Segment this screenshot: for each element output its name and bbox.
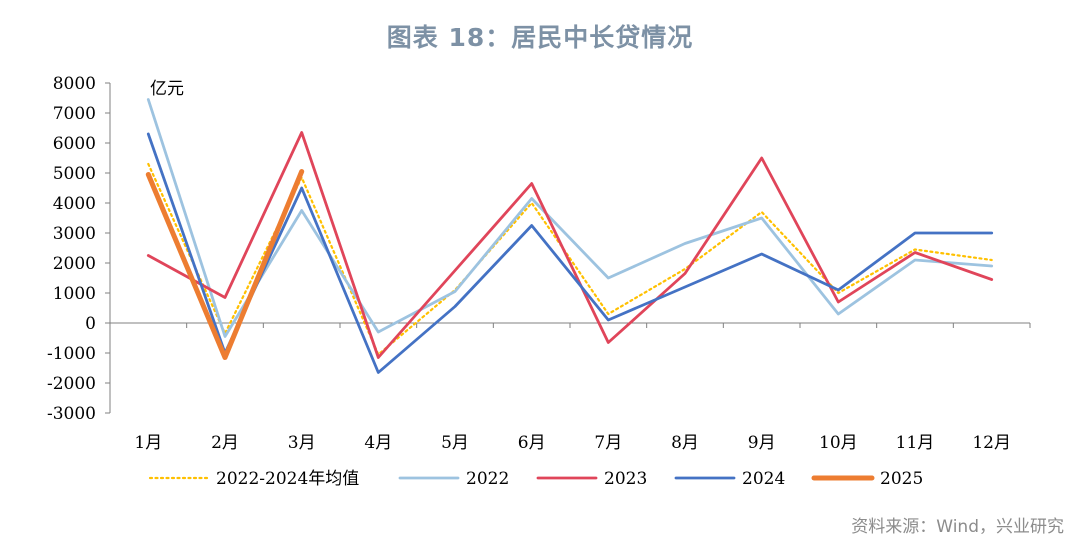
series-line-2024 [146,132,994,374]
series-line-2023 [146,131,994,359]
legend-label: 2022 [466,469,509,489]
series-line-2022 [146,98,994,338]
y-tick-label: 4000 [53,194,96,214]
unit-label: 亿元 [150,79,184,99]
x-tick-label: 7月 [594,433,622,453]
x-tick-label: 8月 [671,433,699,453]
y-tick-label: 7000 [53,104,96,124]
source-note: 资料来源：Wind，兴业研究 [851,517,1064,537]
legend-label: 2023 [604,469,647,489]
y-tick-label: 5000 [53,164,96,184]
legend-label: 2022-2024年均值 [216,469,359,489]
series-layer [145,98,994,374]
y-tick-label: 0 [85,314,96,334]
x-tick-label: 9月 [748,433,776,453]
y-tick-label: 3000 [53,224,96,244]
y-tick-label: -1000 [47,344,96,364]
legend-label: 2024 [742,469,785,489]
x-tick-label: 5月 [441,433,469,453]
y-tick-label: 1000 [53,284,96,304]
y-tick-label: 2000 [53,254,96,274]
legend: 2022-2024年均值 2022 2023 2024 2025 [148,469,923,489]
x-tick-label: 4月 [364,433,392,453]
x-tick-label: 12月 [972,433,1011,453]
x-tick-label: 3月 [288,433,316,453]
legend-label: 2025 [880,469,923,489]
y-tick-label: -3000 [47,404,96,424]
x-tick-label: 6月 [518,433,546,453]
series-line-2025 [145,169,305,360]
x-tick-label: 1月 [134,433,162,453]
axes: -3000 -2000 -1000 0 1000 2000 3000 4000 5000 6000… [47,74,1031,453]
y-tick-label: 6000 [53,134,96,154]
chart-title: 图表 18：居民中长贷情况 [386,23,694,52]
y-tick-label: -2000 [47,374,96,394]
x-tick-label: 2月 [211,433,239,453]
x-tick-label: 10月 [819,433,858,453]
y-tick-label: 8000 [53,74,96,94]
x-tick-label: 11月 [896,433,935,453]
